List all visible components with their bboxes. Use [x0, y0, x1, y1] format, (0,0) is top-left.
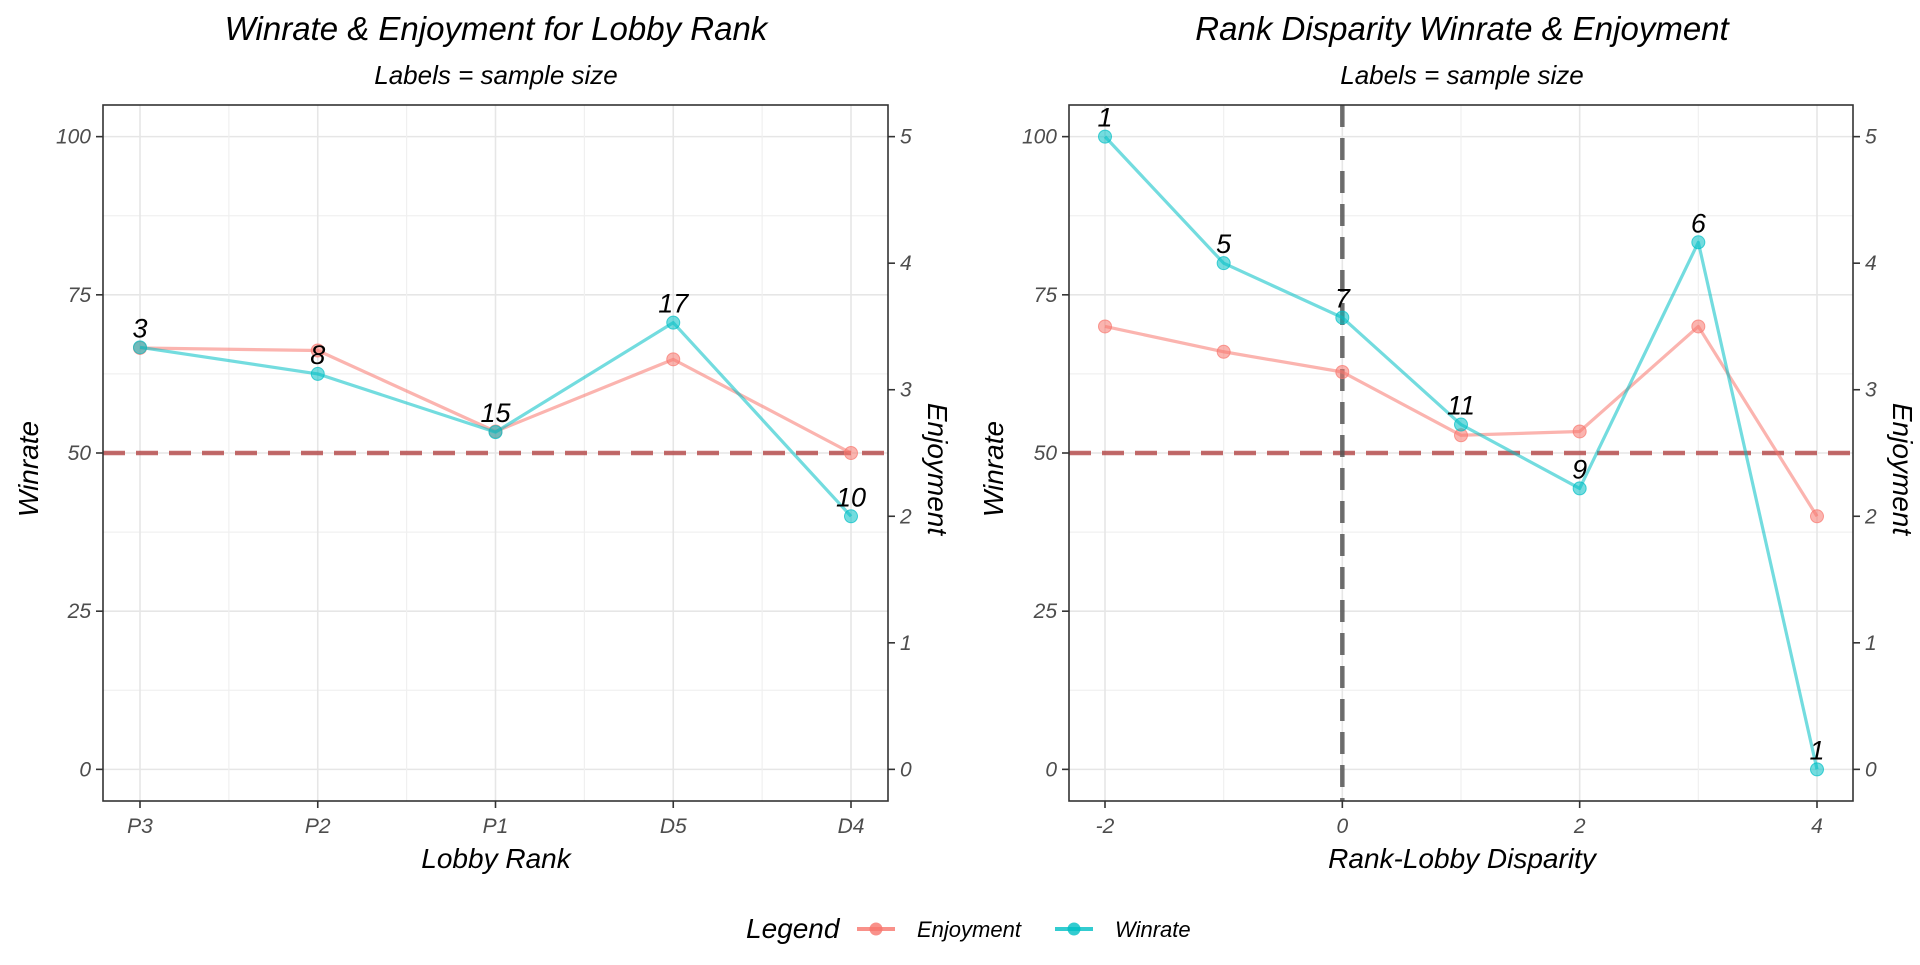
data-label: 9: [1572, 454, 1587, 484]
x-tick-label: 0: [1336, 815, 1348, 838]
data-label: 3: [132, 313, 147, 343]
y2-tick-label: 3: [900, 379, 912, 402]
enjoyment-point: [1216, 344, 1231, 359]
data-label: 8: [310, 340, 325, 370]
x-axis-title: Rank-Lobby Disparity: [1328, 843, 1598, 874]
y-tick-label: 50: [1034, 442, 1058, 465]
data-label: 1: [1097, 103, 1112, 133]
data-label: 15: [480, 398, 511, 428]
x-tick-label: P1: [483, 815, 509, 838]
y2-tick-label: 5: [900, 126, 912, 149]
winrate-point: [844, 509, 858, 524]
enjoyment-point: [310, 343, 325, 358]
x-tick-label: P3: [127, 815, 153, 838]
enjoyment-point: [1335, 365, 1350, 380]
winrate-point: [310, 366, 325, 381]
x-tick-label: 2: [1573, 815, 1586, 838]
enjoyment-point: [1098, 319, 1112, 334]
y-tick-label: 25: [67, 600, 92, 623]
legend-key-enjoyment-point: [869, 922, 883, 936]
enjoyment-point: [1810, 509, 1824, 524]
y-axis-title: Winrate: [13, 421, 44, 517]
y-tick-label: 75: [1034, 284, 1058, 307]
y-tick-label: 75: [68, 284, 92, 307]
y2-tick-label: 2: [1864, 505, 1877, 528]
winrate-point: [1454, 417, 1468, 432]
y2-tick-label: 3: [1865, 379, 1877, 402]
chart-subtitle: Labels = sample size: [374, 60, 618, 90]
winrate-point: [1216, 256, 1231, 271]
legend-label-enjoyment: Enjoyment: [917, 917, 1022, 942]
y2-tick-label: 4: [900, 252, 912, 275]
y2-axis-title: Enjoyment: [1887, 403, 1918, 537]
y2-tick-label: 0: [1865, 758, 1877, 781]
enjoyment-point: [1691, 319, 1706, 334]
legend-title: Legend: [746, 913, 841, 944]
legend-label-winrate: Winrate: [1115, 917, 1191, 942]
data-label: 17: [658, 289, 689, 319]
y-tick-label: 100: [56, 126, 91, 149]
x-tick-label: D5: [660, 815, 687, 838]
y2-tick-label: 4: [1865, 252, 1877, 275]
y-tick-label: 0: [79, 758, 91, 781]
y-tick-label: 0: [1045, 758, 1057, 781]
x-tick-label: -2: [1096, 815, 1115, 838]
chart-title: Rank Disparity Winrate & Enjoyment: [1195, 10, 1730, 47]
data-label: 1: [1809, 735, 1824, 765]
winrate-point: [1098, 129, 1112, 144]
winrate-point: [133, 340, 147, 355]
winrate-point: [488, 425, 503, 440]
enjoyment-point: [844, 446, 858, 460]
panel-rank-disparity: Rank Disparity Winrate & Enjoyment Label…: [978, 10, 1918, 874]
x-tick-label: P2: [305, 815, 331, 838]
winrate-point: [666, 315, 681, 330]
legend-key-winrate-point: [1067, 922, 1081, 936]
data-label: 11: [1447, 391, 1475, 421]
winrate-point: [1810, 762, 1824, 777]
x-tick-label: 4: [1811, 815, 1823, 838]
legend: Legend Enjoyment Winrate: [746, 913, 1191, 944]
data-label: 6: [1691, 208, 1707, 238]
enjoyment-point: [1572, 424, 1587, 439]
y2-tick-label: 1: [900, 632, 912, 655]
winrate-point: [1691, 235, 1706, 250]
y-axis-title: Winrate: [978, 421, 1009, 517]
winrate-point: [1335, 310, 1350, 325]
panel-lobby-rank: Winrate & Enjoyment for Lobby Rank Label…: [13, 10, 953, 874]
y2-tick-label: 0: [900, 758, 912, 781]
y2-tick-label: 1: [1865, 632, 1877, 655]
chart-title: Winrate & Enjoyment for Lobby Rank: [225, 10, 769, 47]
data-label: 10: [836, 482, 866, 512]
data-label: 5: [1216, 229, 1232, 259]
y2-axis-title: Enjoyment: [922, 403, 953, 537]
chart-subtitle: Labels = sample size: [1340, 60, 1584, 90]
y-tick-label: 50: [68, 442, 92, 465]
winrate-point: [1572, 481, 1587, 496]
x-tick-label: D4: [838, 815, 865, 838]
x-axis-title: Lobby Rank: [421, 843, 572, 874]
y-tick-label: 100: [1022, 126, 1057, 149]
y2-tick-label: 5: [1865, 126, 1877, 149]
data-label: 7: [1335, 284, 1351, 314]
y2-tick-label: 2: [899, 505, 912, 528]
enjoyment-point: [666, 352, 681, 367]
y-tick-label: 25: [1033, 600, 1058, 623]
